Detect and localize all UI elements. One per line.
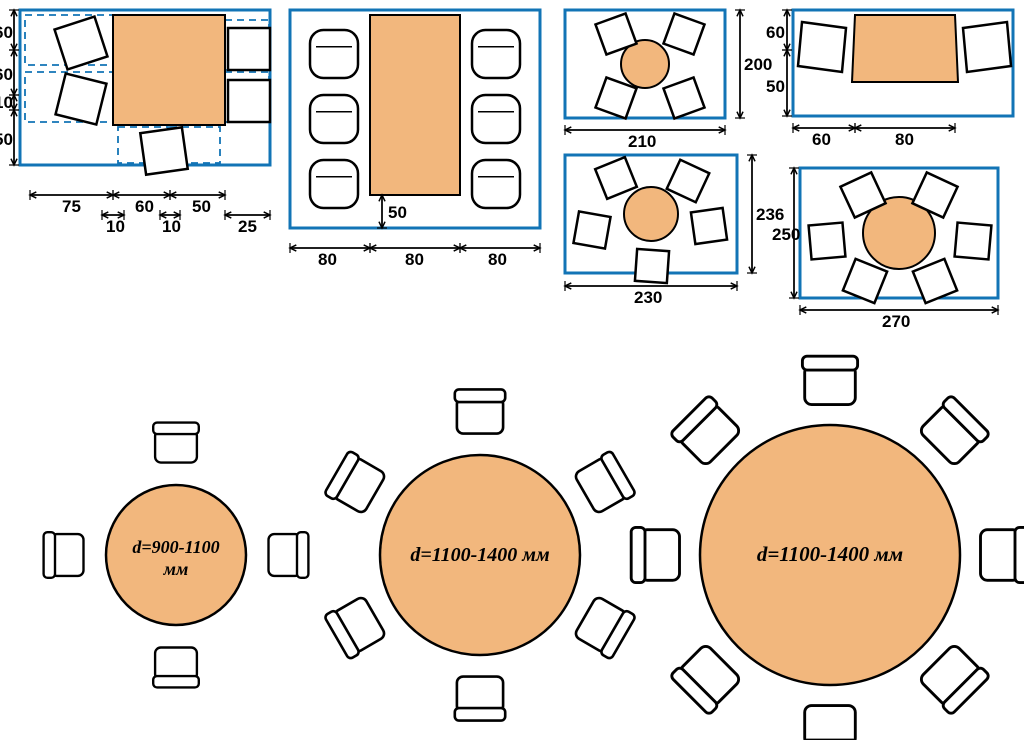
table bbox=[370, 15, 460, 195]
chair bbox=[455, 389, 505, 433]
dimension-label: 50 bbox=[0, 130, 13, 149]
chair bbox=[573, 211, 610, 248]
chair bbox=[798, 22, 846, 72]
diameter-label: d=1100-1400 мм bbox=[757, 542, 903, 566]
dimension-label: 75 bbox=[62, 197, 81, 216]
chair bbox=[56, 74, 107, 125]
chair bbox=[153, 423, 199, 463]
rect-table-6seat: 50 80 80 80 bbox=[290, 10, 540, 269]
dimension-label: 10 bbox=[106, 217, 125, 236]
dimension-label: 80 bbox=[895, 130, 914, 149]
chair bbox=[955, 223, 992, 260]
chair bbox=[310, 30, 358, 78]
chair bbox=[981, 527, 1024, 582]
chair bbox=[667, 160, 710, 203]
chair bbox=[843, 259, 887, 303]
chair bbox=[691, 208, 727, 244]
chair bbox=[228, 80, 270, 122]
chair bbox=[917, 642, 990, 715]
dimension-label: 10 bbox=[162, 217, 181, 236]
dimension-label: 60 bbox=[0, 23, 13, 42]
chair bbox=[670, 395, 743, 468]
round-6-lower: 250 270 bbox=[772, 168, 998, 331]
chair bbox=[802, 356, 857, 404]
dimension-label: 236 bbox=[756, 205, 784, 224]
round-4: d=900-1100мм bbox=[44, 423, 309, 688]
dimension-label: 60 bbox=[812, 130, 831, 149]
dimension-label: 210 bbox=[628, 132, 656, 151]
dimension-label: 270 bbox=[882, 312, 910, 331]
round-table bbox=[624, 187, 678, 241]
diameter-label: d=1100-1400 мм bbox=[410, 544, 550, 566]
chair bbox=[455, 677, 505, 721]
round-6: d=1100-1400 мм bbox=[324, 389, 636, 720]
round-small-5: 236 230 bbox=[565, 155, 784, 307]
chair bbox=[635, 249, 669, 283]
dimension-label: 80 bbox=[405, 250, 424, 269]
dimension-label: 50 bbox=[388, 203, 407, 222]
dimension-label: 80 bbox=[318, 250, 337, 269]
trapezoid-table: 60 50 60 80 bbox=[766, 10, 1013, 149]
dimension-label: 200 bbox=[744, 55, 772, 74]
rect-table-4seat: 60 60 10 50 75 60 50 10 10 25 bbox=[0, 10, 270, 236]
chair bbox=[324, 450, 387, 516]
chair bbox=[472, 160, 520, 208]
diameter-label-unit: мм bbox=[163, 559, 189, 579]
chair bbox=[573, 450, 636, 516]
chair bbox=[917, 395, 990, 468]
chair bbox=[55, 17, 108, 70]
chair bbox=[595, 157, 637, 199]
dimension-label: 60 bbox=[766, 23, 785, 42]
dimension-label: 50 bbox=[766, 77, 785, 96]
chair bbox=[802, 706, 857, 740]
chair bbox=[153, 648, 199, 688]
chair bbox=[631, 527, 679, 582]
furniture-layout-diagram: 60 60 10 50 75 60 50 10 10 25 50 80 80 80 200 210 236 230… bbox=[0, 0, 1024, 740]
diameter-label: d=900-1100 bbox=[132, 537, 219, 557]
chair bbox=[269, 532, 309, 578]
round-8: d=1100-1400 мм bbox=[631, 356, 1024, 740]
dimension-label: 25 bbox=[238, 217, 257, 236]
chair bbox=[472, 95, 520, 143]
dimension-label: 230 bbox=[634, 288, 662, 307]
dimension-label: 50 bbox=[192, 197, 211, 216]
dimension-label: 10 bbox=[0, 93, 13, 112]
chair bbox=[310, 95, 358, 143]
chair bbox=[228, 28, 270, 70]
chair bbox=[310, 160, 358, 208]
table bbox=[113, 15, 225, 125]
chair bbox=[963, 22, 1011, 72]
dimension-label: 60 bbox=[0, 65, 13, 84]
chair bbox=[573, 594, 636, 660]
chair bbox=[913, 259, 957, 303]
chair bbox=[44, 532, 84, 578]
chair bbox=[472, 30, 520, 78]
chair bbox=[663, 77, 704, 118]
chair bbox=[663, 13, 704, 54]
round-small-4: 200 210 bbox=[565, 10, 772, 151]
chair bbox=[809, 223, 846, 260]
dimension-label: 60 bbox=[135, 197, 154, 216]
chair bbox=[140, 127, 187, 174]
dimension-label: 80 bbox=[488, 250, 507, 269]
chair bbox=[324, 594, 387, 660]
dimension-label: 250 bbox=[772, 225, 800, 244]
chair bbox=[670, 642, 743, 715]
table bbox=[852, 15, 958, 82]
